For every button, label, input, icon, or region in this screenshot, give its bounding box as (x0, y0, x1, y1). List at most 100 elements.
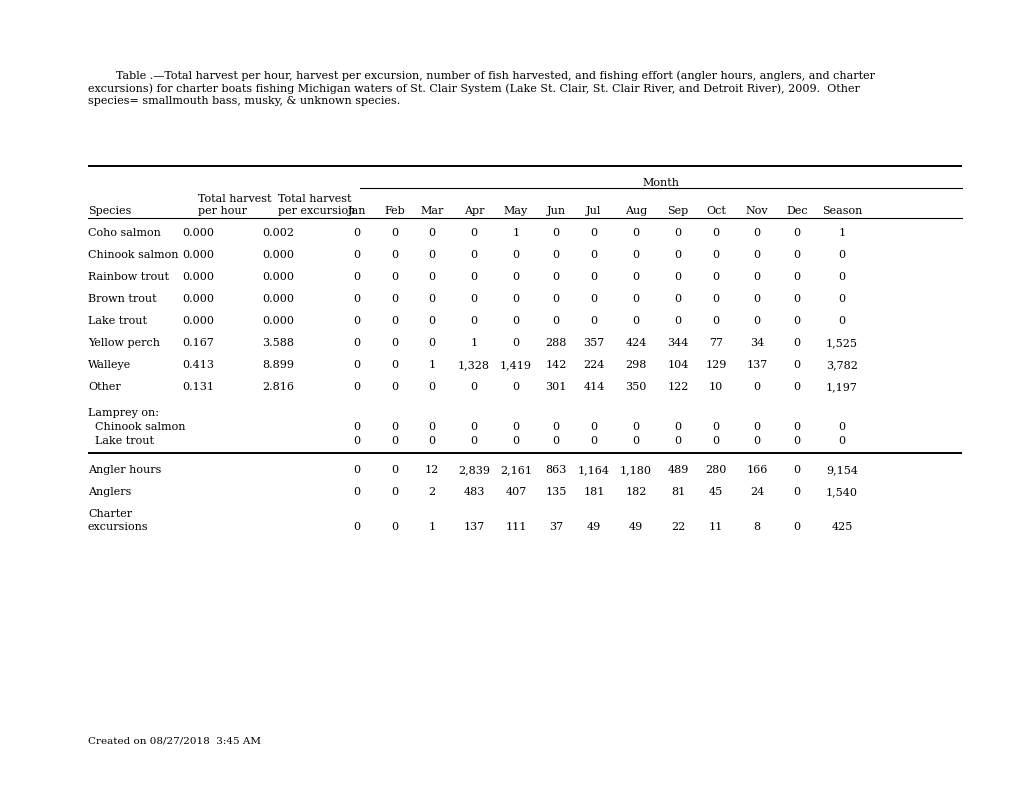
Text: 0: 0 (512, 382, 519, 392)
Text: Angler hours: Angler hours (88, 465, 161, 475)
Text: 0: 0 (354, 360, 360, 370)
Text: 0: 0 (391, 382, 398, 392)
Text: Rainbow trout: Rainbow trout (88, 272, 169, 282)
Text: 0: 0 (552, 316, 559, 326)
Text: 22: 22 (671, 522, 685, 532)
Text: 0: 0 (354, 316, 360, 326)
Text: 2,839: 2,839 (458, 465, 489, 475)
Text: 0: 0 (354, 338, 360, 348)
Text: Other: Other (88, 382, 120, 392)
Text: 0: 0 (753, 272, 760, 282)
Text: 166: 166 (746, 465, 767, 475)
Text: 12: 12 (425, 465, 439, 475)
Text: 0: 0 (428, 382, 435, 392)
Text: 181: 181 (583, 487, 604, 497)
Text: Season: Season (821, 206, 861, 216)
Text: 0: 0 (838, 272, 845, 282)
Text: 0: 0 (552, 228, 559, 238)
Text: 0: 0 (793, 422, 800, 432)
Text: 863: 863 (545, 465, 567, 475)
Text: Dec: Dec (786, 206, 807, 216)
Text: 301: 301 (545, 382, 567, 392)
Text: 0: 0 (391, 250, 398, 260)
Text: 1: 1 (428, 522, 435, 532)
Text: 0: 0 (753, 294, 760, 304)
Text: Lake trout: Lake trout (88, 436, 154, 446)
Text: 0: 0 (793, 272, 800, 282)
Text: 0: 0 (391, 522, 398, 532)
Text: 0: 0 (674, 294, 681, 304)
Text: 1: 1 (838, 228, 845, 238)
Text: 0: 0 (470, 250, 477, 260)
Text: Lake trout: Lake trout (88, 316, 147, 326)
Text: 81: 81 (671, 487, 685, 497)
Text: 0: 0 (512, 338, 519, 348)
Text: 0: 0 (354, 228, 360, 238)
Text: 49: 49 (586, 522, 600, 532)
Text: 0: 0 (674, 250, 681, 260)
Text: 77: 77 (708, 338, 722, 348)
Text: 0: 0 (470, 316, 477, 326)
Text: 0: 0 (512, 436, 519, 446)
Text: 0: 0 (793, 338, 800, 348)
Text: 0: 0 (793, 522, 800, 532)
Text: 0: 0 (354, 436, 360, 446)
Text: 122: 122 (666, 382, 688, 392)
Text: 0: 0 (470, 436, 477, 446)
Text: 10: 10 (708, 382, 722, 392)
Text: 489: 489 (666, 465, 688, 475)
Text: 357: 357 (583, 338, 604, 348)
Text: 0: 0 (838, 294, 845, 304)
Text: 0: 0 (354, 522, 360, 532)
Text: 0: 0 (428, 272, 435, 282)
Text: 483: 483 (463, 487, 484, 497)
Text: 0: 0 (632, 250, 639, 260)
Text: 0.131: 0.131 (181, 382, 214, 392)
Text: Anglers: Anglers (88, 487, 131, 497)
Text: Total harvest: Total harvest (278, 194, 352, 204)
Text: 0: 0 (793, 250, 800, 260)
Text: 0.000: 0.000 (262, 272, 293, 282)
Text: 104: 104 (666, 360, 688, 370)
Text: 414: 414 (583, 382, 604, 392)
Text: Yellow perch: Yellow perch (88, 338, 160, 348)
Text: 0: 0 (470, 422, 477, 432)
Text: Table .—Total harvest per hour, harvest per excursion, number of fish harvested,: Table .—Total harvest per hour, harvest … (88, 70, 874, 80)
Text: 2.816: 2.816 (262, 382, 293, 392)
Text: 0: 0 (391, 294, 398, 304)
Text: 0.000: 0.000 (262, 316, 293, 326)
Text: Sep: Sep (666, 206, 688, 216)
Text: Chinook salmon: Chinook salmon (88, 250, 178, 260)
Text: 0: 0 (753, 316, 760, 326)
Text: Mar: Mar (420, 206, 443, 216)
Text: 0: 0 (838, 422, 845, 432)
Text: 0: 0 (428, 436, 435, 446)
Text: 350: 350 (625, 382, 646, 392)
Text: excursions) for charter boats fishing Michigan waters of St. Clair System (Lake : excursions) for charter boats fishing Mi… (88, 83, 859, 94)
Text: 0: 0 (753, 250, 760, 260)
Text: 1,180: 1,180 (620, 465, 651, 475)
Text: species= smallmouth bass, musky, & unknown species.: species= smallmouth bass, musky, & unkno… (88, 96, 399, 106)
Text: 0: 0 (470, 228, 477, 238)
Text: 0: 0 (793, 294, 800, 304)
Text: 182: 182 (625, 487, 646, 497)
Text: per excursion: per excursion (278, 206, 355, 216)
Text: 135: 135 (545, 487, 567, 497)
Text: 0: 0 (711, 294, 718, 304)
Text: 137: 137 (746, 360, 767, 370)
Text: 0: 0 (428, 338, 435, 348)
Text: Apr: Apr (464, 206, 484, 216)
Text: 1: 1 (512, 228, 519, 238)
Text: 0: 0 (753, 382, 760, 392)
Text: 0: 0 (428, 250, 435, 260)
Text: 0: 0 (793, 228, 800, 238)
Text: 0: 0 (674, 272, 681, 282)
Text: 0: 0 (590, 294, 597, 304)
Text: 0: 0 (711, 272, 718, 282)
Text: 0.413: 0.413 (181, 360, 214, 370)
Text: 280: 280 (704, 465, 726, 475)
Text: 0: 0 (391, 338, 398, 348)
Text: 298: 298 (625, 360, 646, 370)
Text: 0: 0 (354, 272, 360, 282)
Text: 0: 0 (753, 228, 760, 238)
